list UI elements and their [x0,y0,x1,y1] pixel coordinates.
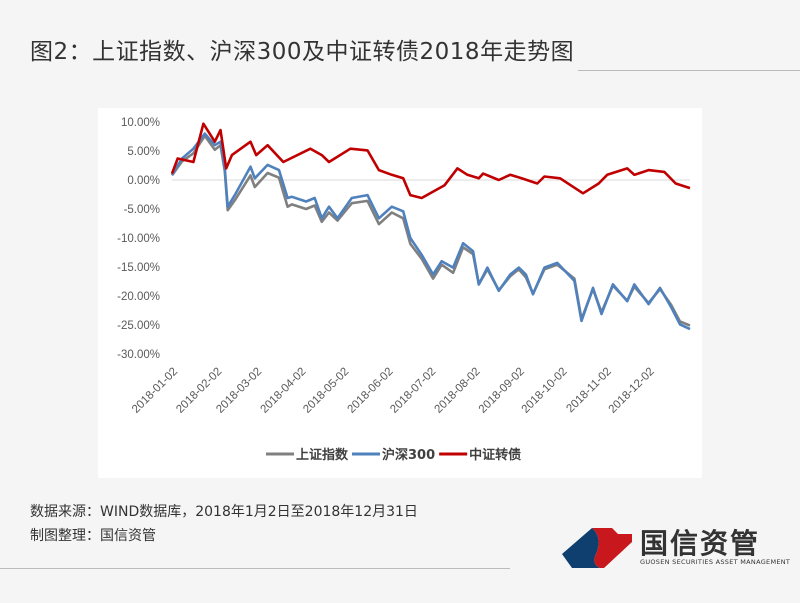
x-tick-label: 2018-08-02 [433,366,483,416]
x-tick-label: 2018-07-02 [388,366,438,416]
series-line-沪深300 [170,132,691,331]
logo-subtitle: GUOSEN SECURITIES ASSET MANAGEMENT [640,558,791,566]
x-tick-label: 2018-12-02 [607,366,657,416]
page-title: 图2：上证指数、沪深300及中证转债2018年走势图 [30,39,575,65]
y-tick-label: 10.00% [121,117,160,129]
y-tick-label: -20.00% [117,291,160,303]
y-tick-label: 5.00% [127,146,160,158]
chart-panel: 10.00% 5.00% 0.00% -5.00% -10.00% -15.00% -20.… [98,108,702,478]
x-tick-label: 2018-10-02 [520,366,570,416]
logo-name: 国信资管 [640,527,761,560]
y-tick-label: 0.00% [127,175,160,187]
x-tick-label: 2018-05-02 [301,366,351,416]
x-tick-label: 2018-01-02 [130,366,180,416]
series-line-中证转债 [170,122,691,200]
logo-emblem-icon [562,528,632,568]
bottom-divider [0,568,510,569]
y-tick-label: -10.00% [117,233,160,245]
series-line-上证指数 [170,134,691,327]
made-by: 制图整理：国信资管 [30,528,156,544]
data-source: 数据来源：WIND数据库，2018年1月2日至2018年12月31日 [30,504,418,520]
guosen-logo: 国信资管 GUOSEN SECURITIES ASSET MANAGEMENT [560,520,790,570]
y-tick-label: -5.00% [124,204,160,216]
y-tick-label: -30.00% [117,349,160,361]
source-notes: 数据来源：WIND数据库，2018年1月2日至2018年12月31日 制图整理：… [30,500,418,548]
y-tick-label: -25.00% [117,320,160,332]
title-divider [578,70,800,71]
legend-label: 中证转债 [469,447,521,463]
y-tick-label: -15.00% [117,262,160,274]
line-chart: 10.00% 5.00% 0.00% -5.00% -10.00% -15.00% -20.… [117,117,691,463]
legend-label: 沪深300 [382,447,435,463]
legend-label: 上证指数 [296,447,349,463]
